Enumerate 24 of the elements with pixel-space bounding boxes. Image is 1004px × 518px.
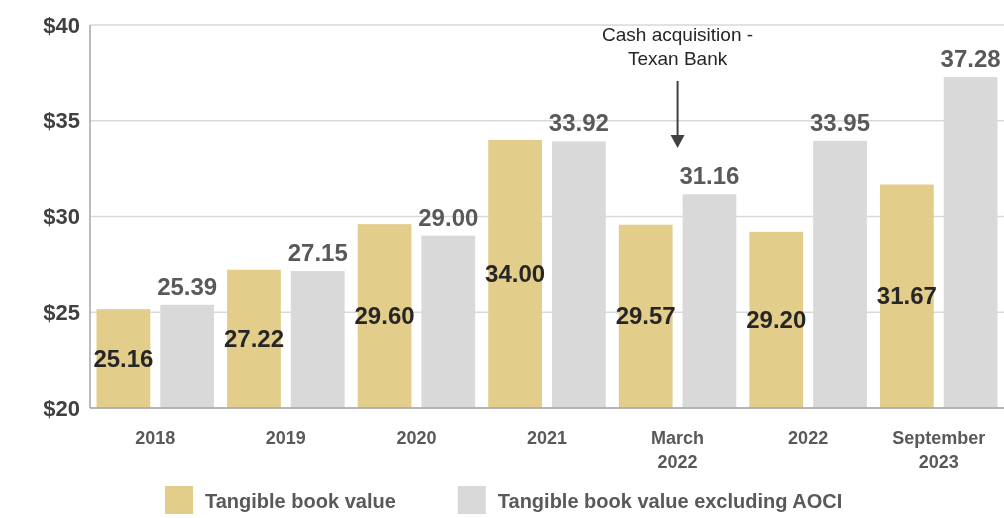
data-label: 25.39	[157, 272, 218, 300]
y-tick-label: $35	[43, 108, 80, 134]
data-label: 29.00	[418, 203, 479, 231]
y-tick-label: $40	[43, 12, 80, 38]
data-label: 37.28	[940, 45, 1001, 73]
y-tick-label: $25	[43, 299, 80, 325]
data-label: 29.60	[354, 302, 415, 330]
data-label: 29.57	[615, 302, 676, 330]
data-label: 33.95	[809, 108, 871, 136]
x-tick-label: 2018	[135, 428, 176, 448]
legend-label: Tangible book value excluding AOCI	[497, 490, 843, 512]
annotation: Cash acquisition - Texan Bank	[602, 24, 754, 69]
legend-label: Tangible book value	[205, 490, 396, 512]
data-label: 27.15	[287, 239, 348, 267]
x-tick-label: March 2022	[651, 428, 705, 472]
x-tick-label: 2021	[526, 428, 568, 448]
x-tick-label: 2022	[788, 428, 829, 448]
data-label: 31.16	[679, 162, 740, 190]
x-tick-label: 2019	[265, 428, 306, 448]
y-tick-label: $20	[43, 395, 80, 421]
x-tick-label: 2020	[396, 428, 437, 448]
x-tick-label: September 2023	[892, 428, 986, 472]
y-tick-label: $30	[43, 204, 80, 230]
data-label: 33.92	[548, 109, 609, 137]
